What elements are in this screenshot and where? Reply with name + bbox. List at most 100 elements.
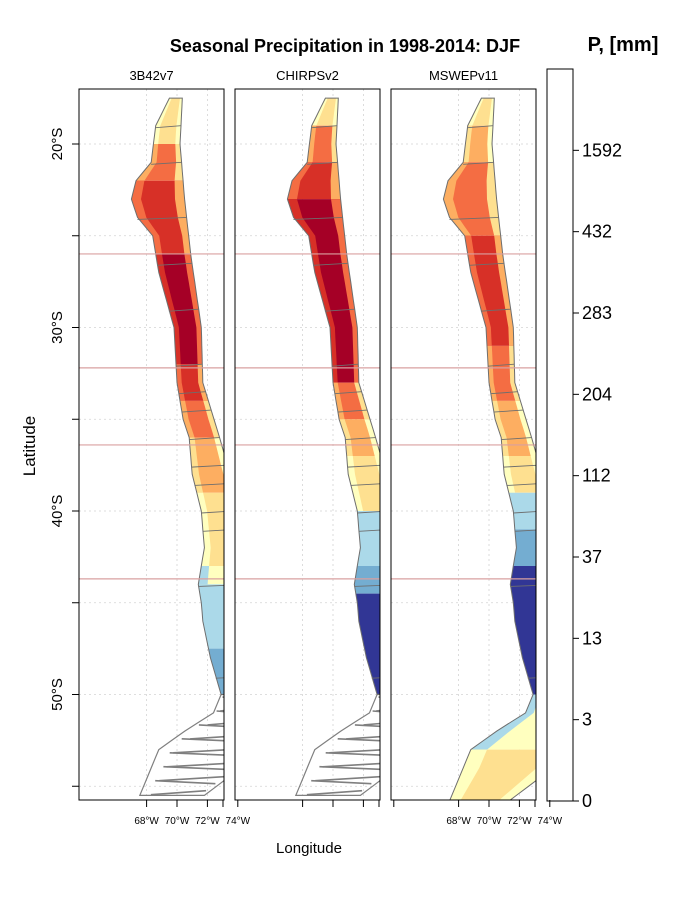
region-border xyxy=(181,409,212,413)
legend-label: 3 xyxy=(582,710,592,730)
legend-label: 37 xyxy=(582,547,602,567)
country-outline xyxy=(286,97,380,695)
precip-edge-band xyxy=(131,180,162,255)
panel-frame xyxy=(78,88,225,801)
island-outline xyxy=(329,749,380,754)
island-outline xyxy=(198,724,224,728)
country-outline xyxy=(442,97,536,800)
patagonia-boundary xyxy=(138,693,224,796)
y-axis-label: Latitude xyxy=(20,416,39,477)
x-axis-label: Longitude xyxy=(276,840,342,857)
precip-edge-band xyxy=(214,437,224,480)
legend-title: P, [mm] xyxy=(588,34,659,56)
region-border xyxy=(202,529,224,532)
island-outline xyxy=(372,710,380,713)
island-outline xyxy=(159,775,224,782)
precip-edge-band xyxy=(515,400,536,456)
island-outline xyxy=(311,779,372,785)
island-outline xyxy=(150,789,207,796)
precip-band-1592 xyxy=(510,566,536,695)
precip-band-432 xyxy=(208,648,224,695)
map-panel-CHIRPSv2: CHIRPSv2 xyxy=(234,68,395,807)
legend-label: 204 xyxy=(582,384,612,404)
precip-band-432 xyxy=(354,566,380,594)
island-outline xyxy=(315,775,380,782)
island-outline xyxy=(155,779,216,785)
island-outline xyxy=(319,765,380,771)
region-border xyxy=(191,464,224,468)
precip-band-1592 xyxy=(355,593,380,695)
region-border xyxy=(324,308,355,312)
precip-edge-band xyxy=(197,364,209,401)
precip-edge-band xyxy=(502,456,516,493)
y-tick-label: 40°S xyxy=(49,495,66,528)
precip-edge-band xyxy=(237,566,250,584)
region-border xyxy=(480,308,511,312)
precip-band-283 xyxy=(198,584,224,649)
region-border xyxy=(350,483,380,486)
region-border xyxy=(293,216,343,220)
island-outline xyxy=(354,724,380,728)
x-tick-label: 72°W xyxy=(507,816,532,827)
region-border xyxy=(493,409,524,413)
precip-edge-band xyxy=(464,235,492,346)
y-tick-label: 20°S xyxy=(49,128,66,161)
map-panel-3B42v7: 3B42v7 74°W 72°W 70°W 68°W xyxy=(78,68,251,827)
precip-band-432 xyxy=(513,529,536,566)
region-border xyxy=(357,511,380,514)
island-outline xyxy=(181,738,224,742)
island-outline xyxy=(216,710,224,713)
region-border xyxy=(307,161,338,165)
precip-edge-band xyxy=(487,345,498,401)
x-tick-label: 74°W xyxy=(538,816,563,827)
region-border xyxy=(157,262,193,266)
panel-title: CHIRPSv2 xyxy=(276,68,339,83)
precip-edge-band xyxy=(287,199,338,383)
precip-band-112 xyxy=(153,98,183,144)
map-panel-MSWEPv11: MSWEPv11 74°W 72°W 70°W 68°W xyxy=(390,68,563,827)
region-border xyxy=(510,584,536,587)
x-tick-label: 72°W xyxy=(195,816,220,827)
region-border xyxy=(514,529,536,532)
legend-label: 13 xyxy=(582,628,602,648)
island-outline xyxy=(222,696,224,698)
precip-band-204 xyxy=(470,694,536,750)
region-border xyxy=(155,125,181,129)
precip-edge-band xyxy=(463,125,473,163)
legend-label: 112 xyxy=(582,466,611,486)
x-tick-label: 70°W xyxy=(477,816,502,827)
precip-edge-band xyxy=(180,400,195,438)
region-border xyxy=(337,409,368,413)
island-outline xyxy=(378,696,380,698)
region-border xyxy=(189,437,220,441)
island-outline xyxy=(337,738,380,742)
island-outline xyxy=(163,765,224,771)
region-border xyxy=(151,161,182,165)
precip-band-283 xyxy=(357,511,380,566)
region-border xyxy=(503,464,536,468)
precip-edge-band xyxy=(374,456,380,480)
region-border xyxy=(501,437,532,441)
x-tick-label: 68°W xyxy=(446,816,471,827)
island-outline xyxy=(220,709,224,712)
region-border xyxy=(178,391,206,395)
y-tick-label: 30°S xyxy=(49,311,66,344)
region-border xyxy=(347,464,380,468)
precip-edge-band xyxy=(443,162,472,236)
region-border xyxy=(137,216,187,220)
country-outline xyxy=(130,97,224,695)
precip-band-283 xyxy=(508,492,536,530)
region-border xyxy=(198,584,224,587)
island-outline xyxy=(306,789,363,796)
region-border xyxy=(215,677,224,679)
region-border xyxy=(345,437,376,441)
region-border xyxy=(506,483,536,486)
region-border xyxy=(467,125,493,129)
precip-edge-band xyxy=(155,254,181,365)
x-tick-label: 68°W xyxy=(134,816,159,827)
panel-title: 3B42v7 xyxy=(129,68,173,83)
precip-edge-band xyxy=(499,768,536,800)
panel-title: MSWEPv11 xyxy=(429,68,498,83)
region-border xyxy=(313,262,349,266)
